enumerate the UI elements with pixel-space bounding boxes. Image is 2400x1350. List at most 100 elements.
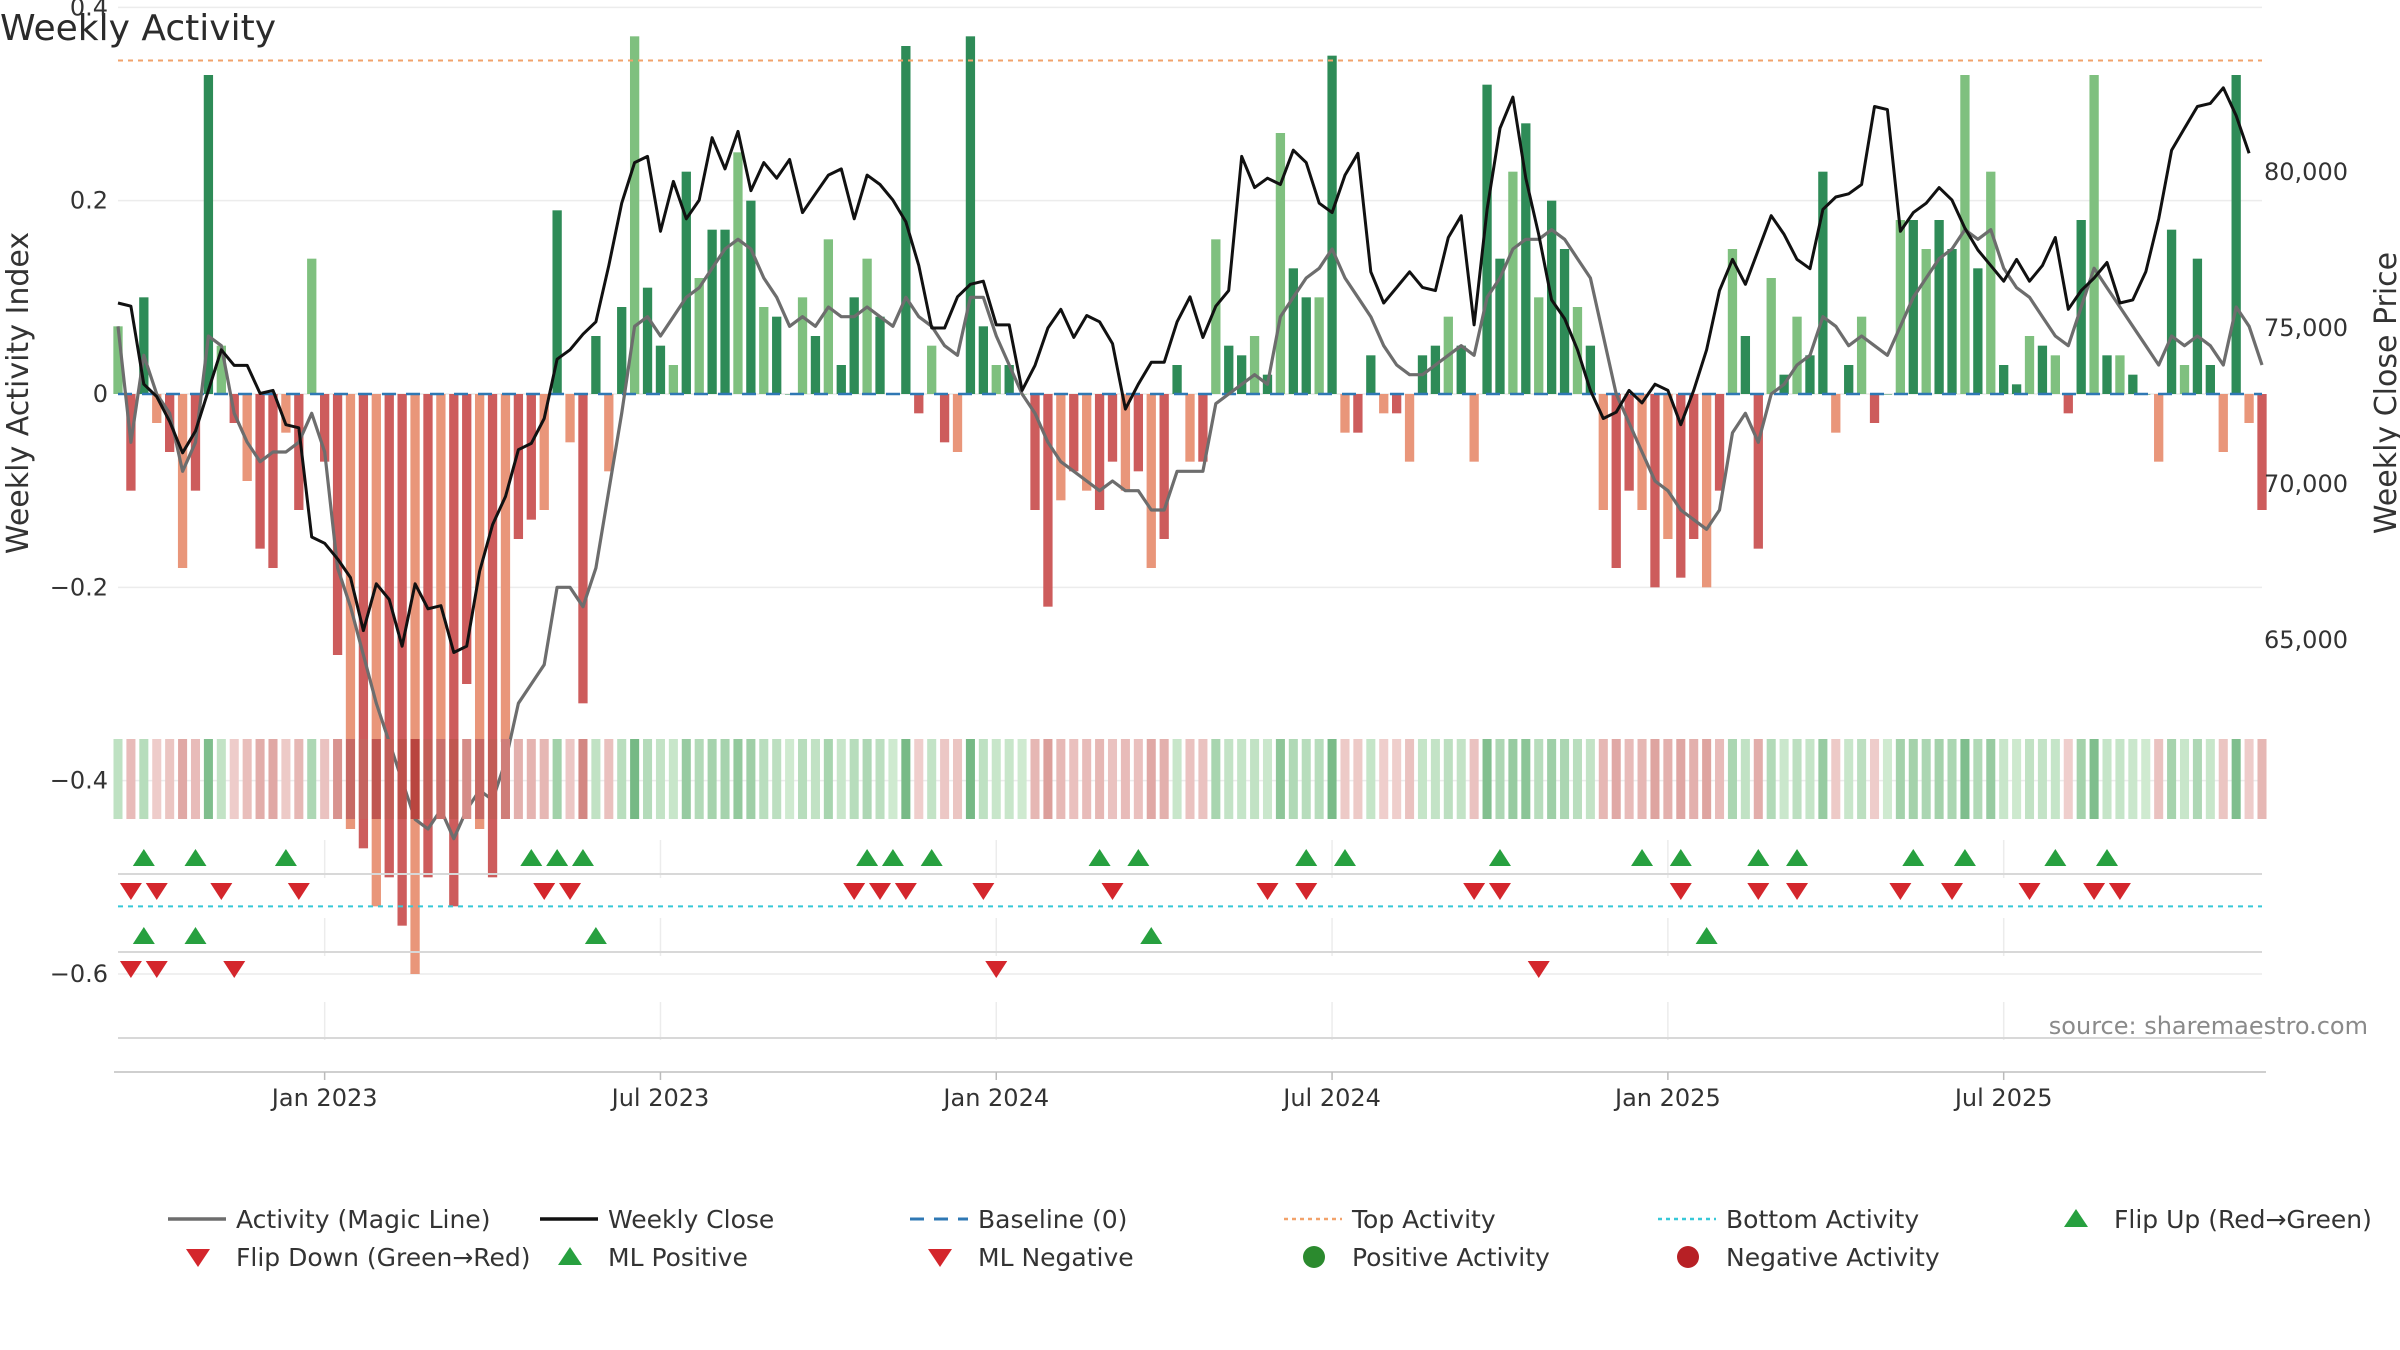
activity-bar	[629, 36, 640, 394]
legend-label: Top Activity	[1351, 1205, 1496, 1234]
activity-bar	[1934, 220, 1944, 394]
flip-down-marker	[559, 883, 582, 900]
activity-bar	[281, 394, 291, 433]
legend-swatch	[558, 1247, 582, 1265]
activity-bar	[694, 278, 704, 394]
heat-strip-cell	[449, 739, 459, 819]
heat-strip-cell	[1198, 739, 1208, 819]
activity-bar	[423, 394, 433, 878]
heat-strip-cell	[1146, 739, 1156, 819]
activity-bar	[1379, 394, 1389, 414]
heat-strip-cell	[1237, 739, 1247, 819]
legend-label: Negative Activity	[1726, 1243, 1940, 1272]
heat-strip-cell	[500, 739, 510, 819]
heat-strip-cell	[397, 739, 407, 819]
heat-strip-cell	[1017, 739, 1027, 819]
signal-marker-panels	[118, 840, 2262, 1040]
heat-strip-cell	[1882, 739, 1892, 819]
flip-down-marker	[972, 883, 995, 900]
flip-up-marker	[1088, 849, 1111, 866]
activity-bar	[384, 394, 394, 878]
activity-bar	[1585, 345, 1596, 394]
activity-bar	[139, 297, 149, 394]
activity-bar	[927, 345, 937, 394]
heat-strip-cell	[746, 739, 756, 819]
heat-strip-cell	[991, 739, 1001, 819]
x-tick-label: Jan 2024	[941, 1084, 1049, 1112]
heat-strip-cell	[294, 739, 304, 819]
heat-strip-cell	[1069, 739, 1079, 819]
activity-bar	[113, 326, 123, 394]
flip-up-marker	[881, 849, 904, 866]
heat-strip-cell	[1740, 739, 1750, 819]
flip-up-marker	[571, 849, 594, 866]
heat-strip-cell	[1560, 739, 1570, 819]
heat-strip-cell	[1275, 739, 1285, 819]
heat-strip-cell	[733, 739, 743, 819]
flip-down-marker	[1786, 883, 1809, 900]
heat-strip-cell	[2050, 739, 2060, 819]
heat-strip-cell	[1456, 739, 1466, 819]
activity-bar	[1327, 55, 1337, 395]
activity-bar	[2154, 394, 2164, 462]
activity-bar	[474, 394, 485, 829]
heat-strip-cell	[462, 739, 472, 819]
legend: Activity (Magic Line) Weekly Close Baselin…	[168, 1205, 2372, 1272]
y2-axis-label: Weekly Close Price	[2369, 252, 2400, 534]
heat-strip-cell	[281, 739, 291, 819]
activity-bar	[526, 394, 536, 520]
legend-label: Activity (Magic Line)	[236, 1205, 490, 1234]
heat-strip-cell	[1973, 739, 1983, 819]
heat-strip-cell	[320, 739, 330, 819]
heat-strip-cell	[488, 739, 498, 819]
heat-strip-cell	[798, 739, 808, 819]
activity-bar	[1973, 268, 1983, 394]
activity-bar	[1482, 84, 1492, 395]
flip-down-marker	[2108, 883, 2131, 900]
activity-bar	[332, 394, 343, 655]
heat-strip-cell	[875, 739, 885, 819]
heat-strip-cell	[578, 739, 588, 819]
heat-strip-cell	[630, 739, 640, 819]
activity-bar	[1043, 394, 1053, 607]
heat-strip-cell	[1314, 739, 1324, 819]
legend-label: Bottom Activity	[1726, 1205, 1919, 1234]
heat-strip-cell	[1753, 739, 1763, 819]
heat-strip-cell	[1521, 739, 1531, 819]
activity-bar	[642, 287, 653, 394]
activity-bar	[1882, 394, 1893, 395]
activity-bar	[410, 394, 420, 974]
heat-strip-cell	[1392, 739, 1402, 819]
activity-bar	[2037, 345, 2048, 394]
heat-strip-cell	[1224, 739, 1234, 819]
activity-bar	[1792, 316, 1802, 394]
heat-strip-cell	[152, 739, 162, 819]
heat-strip-cell	[2192, 739, 2202, 819]
chart-title: Weekly Activity	[0, 8, 277, 49]
flip-down-marker	[869, 883, 892, 900]
reference-lines	[118, 59, 2262, 908]
activity-bar	[1030, 394, 1040, 510]
x-axis: Jan 2023 Jul 2023 Jan 2024 Jul 2024 Jan 2025…	[114, 1071, 2266, 1112]
heat-strip-cell	[1107, 739, 1118, 819]
heat-strip-cell	[2154, 739, 2164, 819]
flip-up-marker	[520, 849, 543, 866]
heat-strip-cell	[1908, 739, 1918, 819]
heat-strip-cell	[539, 739, 549, 819]
heat-strip-cell	[1779, 739, 1789, 819]
activity-bar	[1521, 123, 1531, 394]
heat-strip-cell	[242, 739, 252, 819]
activity-bar	[1611, 394, 1621, 568]
legend-label: Flip Down (Green→Red)	[236, 1243, 531, 1272]
flip-down-marker	[1295, 883, 1318, 900]
heat-strip-cell	[1895, 739, 1905, 819]
heat-strip-cell	[1818, 739, 1828, 819]
heat-strip-cell	[2076, 739, 2086, 819]
activity-bar	[1714, 394, 1725, 491]
ml-negative-marker	[1527, 961, 1550, 978]
activity-bar	[436, 394, 446, 800]
heat-strip-cell	[759, 739, 769, 819]
heat-strip-cell	[1043, 739, 1053, 819]
heat-strip-cell	[1366, 739, 1376, 819]
